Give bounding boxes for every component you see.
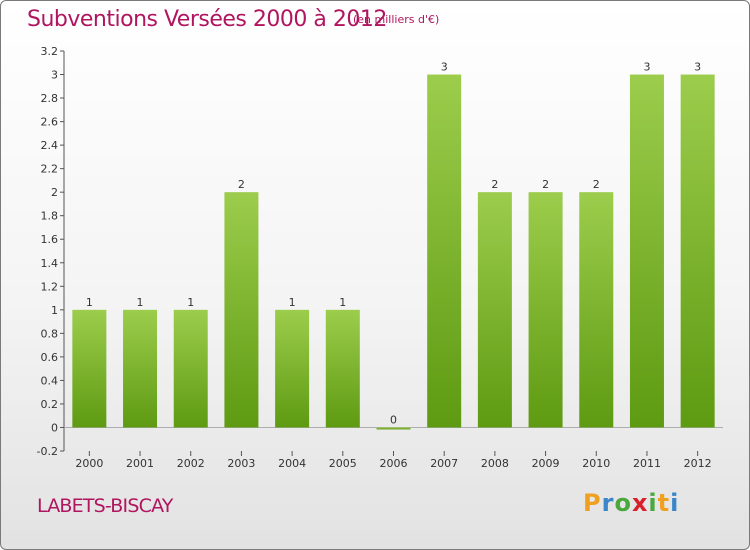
bar-2010 (579, 192, 614, 428)
bar-2003 (224, 192, 259, 428)
data-label-2001: 1 (137, 296, 144, 309)
data-label-2005: 1 (339, 296, 346, 309)
x-tick-label-2008: 2008 (481, 457, 509, 470)
logo-letter: x (631, 489, 649, 517)
y-tick-label: 0.4 (41, 374, 59, 387)
bar-2008 (477, 192, 512, 428)
bar-2004 (275, 309, 310, 428)
bar-2011 (629, 74, 664, 428)
bar-2006 (376, 427, 411, 430)
logo-letter: r (601, 489, 615, 517)
x-tick-label-2001: 2001 (126, 457, 154, 470)
proxiti-logo[interactable]: Proxiti (583, 489, 679, 517)
y-tick-label: 1 (51, 304, 58, 317)
y-tick-label: 1.8 (41, 210, 59, 223)
x-tick-label-2000: 2000 (75, 457, 103, 470)
y-tick-label: 3 (51, 69, 58, 82)
y-tick-label: 3.2 (41, 45, 59, 58)
data-label-2006: 0 (390, 413, 397, 426)
y-tick-label: 2.8 (41, 92, 59, 105)
bar-2007 (427, 74, 462, 428)
bar-2012 (680, 74, 715, 428)
logo-letter: t (657, 489, 671, 517)
x-tick-label-2009: 2009 (532, 457, 560, 470)
bar-2005 (325, 309, 360, 428)
bar-2009 (528, 192, 563, 428)
x-tick-label-2002: 2002 (177, 457, 205, 470)
bar-2000 (72, 309, 107, 428)
logo-letter: P (583, 489, 602, 517)
logo-letter: o (614, 489, 632, 517)
y-tick-label: 0 (51, 421, 58, 434)
y-tick-label: 1.4 (41, 257, 59, 270)
y-tick-label: 0.2 (41, 398, 59, 411)
y-tick-label: -0.2 (37, 445, 58, 458)
logo-letter: i (648, 489, 658, 517)
y-tick-label: 2.6 (41, 116, 59, 129)
bar-2001 (123, 309, 158, 428)
x-tick-label-2007: 2007 (430, 457, 458, 470)
x-tick-label-2011: 2011 (633, 457, 661, 470)
logo-letter: i (670, 489, 680, 517)
y-tick-label: 0.6 (41, 351, 59, 364)
chart-title: Subventions Versées 2000 à 2012 (27, 7, 387, 32)
x-tick-label-2010: 2010 (582, 457, 610, 470)
data-label-2010: 2 (593, 178, 600, 191)
data-label-2004: 1 (289, 296, 296, 309)
y-tick-label: 1.2 (41, 280, 59, 293)
x-tick-label-2012: 2012 (684, 457, 712, 470)
y-tick-label: 1.6 (41, 233, 59, 246)
y-tick-label: 2.4 (41, 139, 59, 152)
data-label-2008: 2 (491, 178, 498, 191)
data-label-2000: 1 (86, 296, 93, 309)
data-label-2007: 3 (441, 61, 448, 74)
x-tick-label-2003: 2003 (227, 457, 255, 470)
data-label-2011: 3 (643, 61, 650, 74)
data-label-2003: 2 (238, 178, 245, 191)
x-tick-label-2006: 2006 (380, 457, 408, 470)
x-tick-label-2004: 2004 (278, 457, 306, 470)
y-tick-label: 0.8 (41, 327, 59, 340)
bar-2002 (173, 309, 208, 428)
x-tick-label-2005: 2005 (329, 457, 357, 470)
commune-name: LABETS-BISCAY (37, 495, 173, 517)
y-tick-label: 2.2 (41, 163, 59, 176)
data-label-2002: 1 (187, 296, 194, 309)
data-label-2012: 3 (694, 61, 701, 74)
chart-subtitle: (en milliers d'€) (353, 13, 440, 26)
y-tick-label: 2 (51, 186, 58, 199)
data-label-2009: 2 (542, 178, 549, 191)
